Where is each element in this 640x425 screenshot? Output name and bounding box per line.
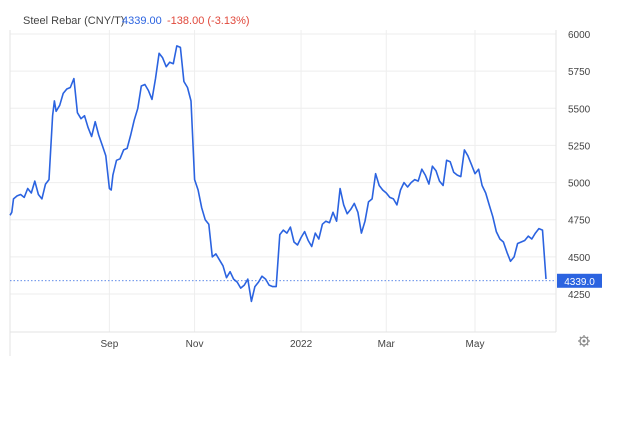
y-tick-label: 4500 <box>568 253 591 264</box>
y-tick-label: 5750 <box>568 67 591 78</box>
header-name: Steel Rebar (CNY/T) <box>23 15 124 27</box>
x-tick-label: Sep <box>100 339 118 350</box>
last-price-label: 4339.0 <box>564 277 595 288</box>
chart: 4250 4500 4750 5000 5250 5500 5750 6000 Sep Nov 2… <box>9 15 602 356</box>
header-price: 4339.00 <box>122 15 162 27</box>
last-price-tag <box>557 273 602 288</box>
x-tick-label: May <box>466 339 485 350</box>
header-change: -138.00 (-3.13%) <box>167 15 250 27</box>
y-tick-label: 4750 <box>568 216 591 227</box>
y-tick-label: 5250 <box>568 141 591 152</box>
y-tick-label: 4250 <box>568 290 591 301</box>
x-tick-label: Nov <box>186 339 204 350</box>
gear-icon[interactable] <box>578 335 590 347</box>
y-tick-label: 6000 <box>568 30 591 41</box>
y-tick-label: 5500 <box>568 104 591 115</box>
chart-svg: 4250 4500 4750 5000 5250 5500 5750 6000 Sep Nov 2… <box>9 15 602 356</box>
x-tick-label: Mar <box>378 339 396 350</box>
series-line <box>9 45 547 303</box>
y-tick-label: 5000 <box>568 179 591 190</box>
x-tick-label: 2022 <box>290 339 313 350</box>
